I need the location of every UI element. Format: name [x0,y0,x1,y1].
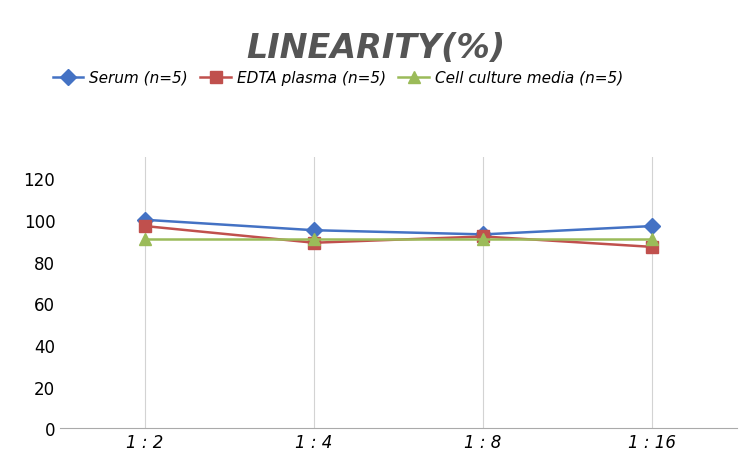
Serum (n=5) [141,217,150,223]
Line: EDTA plasma (n=5): EDTA plasma (n=5) [139,221,658,253]
Cell culture media (n=5) [479,236,488,242]
Legend: Serum (n=5), EDTA plasma (n=5), Cell culture media (n=5): Serum (n=5), EDTA plasma (n=5), Cell cul… [53,71,623,86]
EDTA plasma (n=5) [310,240,319,246]
Text: LINEARITY(%): LINEARITY(%) [247,32,505,64]
Line: Serum (n=5): Serum (n=5) [139,215,658,240]
EDTA plasma (n=5) [141,224,150,229]
Cell culture media (n=5) [310,236,319,242]
Cell culture media (n=5) [648,236,657,242]
Serum (n=5) [648,224,657,229]
Serum (n=5) [479,232,488,238]
EDTA plasma (n=5) [479,234,488,239]
Serum (n=5) [310,228,319,234]
Line: Cell culture media (n=5): Cell culture media (n=5) [139,234,658,244]
Cell culture media (n=5) [141,236,150,242]
EDTA plasma (n=5) [648,244,657,250]
